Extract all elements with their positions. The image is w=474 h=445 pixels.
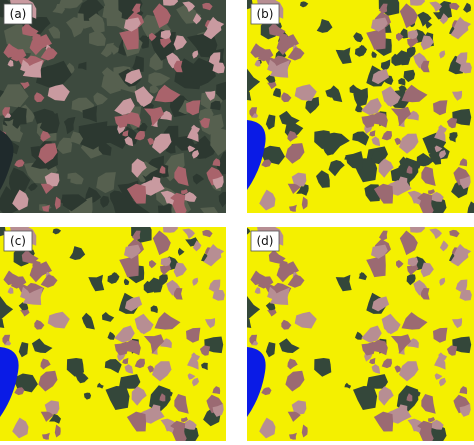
image-panel <box>238 219 474 441</box>
image-panel <box>0 0 238 227</box>
panel-label: (a) <box>10 7 27 21</box>
image-panel <box>238 0 474 218</box>
panel-label: (c) <box>10 234 26 248</box>
panel-label: (b) <box>257 7 274 21</box>
panel-label: (d) <box>257 234 274 248</box>
image-panel <box>0 219 226 441</box>
